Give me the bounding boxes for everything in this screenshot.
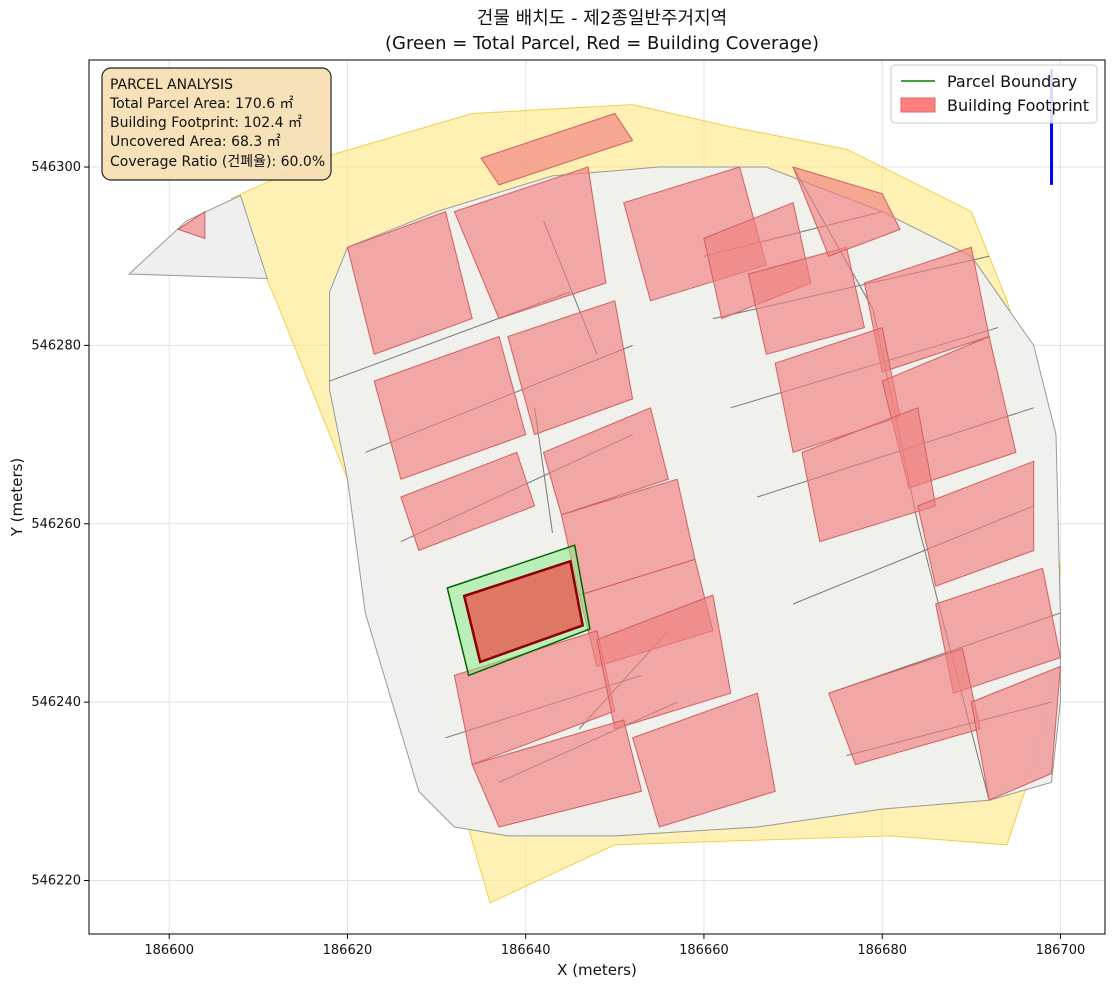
building-footprint bbox=[970, 665, 1061, 801]
y-tick-label: 546260 bbox=[31, 517, 81, 532]
building-footprint bbox=[176, 210, 206, 240]
building-footprint bbox=[480, 112, 634, 186]
y-tick-label: 546280 bbox=[31, 338, 81, 353]
y-tick-label: 546220 bbox=[31, 873, 81, 888]
x-tick-label: 186660 bbox=[679, 943, 729, 958]
building-footprint bbox=[400, 451, 536, 552]
x-axis-label: X (meters) bbox=[557, 961, 637, 979]
building-layer bbox=[176, 112, 1061, 828]
chart-title: 건물 배치도 - 제2종일반주거지역 bbox=[477, 8, 727, 29]
info-total-parcel: Total Parcel Area: 170.6 ㎡ bbox=[109, 96, 294, 112]
building-footprint bbox=[346, 210, 473, 355]
y-tick-label: 546300 bbox=[31, 160, 81, 175]
building-footprint bbox=[747, 246, 865, 355]
x-tick-label: 186620 bbox=[323, 943, 373, 958]
legend-building-label: Building Footprint bbox=[947, 96, 1089, 115]
x-tick-label: 186700 bbox=[1036, 943, 1086, 958]
target-building bbox=[462, 559, 585, 664]
building-footprint bbox=[792, 166, 901, 257]
y-axis-label: Y (meters) bbox=[8, 458, 26, 538]
building-footprint bbox=[471, 719, 643, 828]
legend-background bbox=[890, 64, 1098, 124]
x-tick-label: 186640 bbox=[501, 943, 551, 958]
legend-parcel-label: Parcel Boundary bbox=[947, 72, 1077, 91]
building-footprint bbox=[631, 692, 776, 828]
plot-area-frame bbox=[88, 59, 1106, 935]
y-tick-layer: 546220 546240 546260 546280 546300 bbox=[31, 160, 89, 888]
building-footprint bbox=[453, 166, 607, 320]
legend-building-swatch bbox=[900, 97, 936, 113]
building-footprint bbox=[917, 460, 1035, 587]
y-tick-label: 546240 bbox=[31, 695, 81, 710]
chart-subtitle: (Green = Total Parcel, Red = Building Co… bbox=[385, 33, 819, 54]
x-tick-label: 186680 bbox=[857, 943, 907, 958]
info-box-background bbox=[101, 67, 332, 181]
building-footprint bbox=[507, 300, 634, 436]
info-uncovered-area: Uncovered Area: 68.3 ㎡ bbox=[110, 134, 281, 150]
info-box: PARCEL ANALYSIS Total Parcel Area: 170.6… bbox=[101, 67, 332, 181]
info-coverage-ratio: Coverage Ratio (건폐율): 60.0% bbox=[110, 154, 325, 170]
building-footprint bbox=[373, 335, 527, 480]
x-tick-layer: 186600 186620 186640 186660 186680 186700 bbox=[144, 934, 1085, 958]
info-building-footprint: Building Footprint: 102.4 ㎡ bbox=[110, 115, 302, 131]
building-footprint bbox=[596, 594, 732, 730]
info-heading: PARCEL ANALYSIS bbox=[110, 77, 233, 93]
building-footprint bbox=[542, 407, 669, 516]
far-left-parcel bbox=[127, 194, 268, 280]
target-layer bbox=[446, 544, 591, 677]
legend: Parcel Boundary Building Footprint bbox=[890, 64, 1098, 124]
x-tick-label: 186600 bbox=[144, 943, 194, 958]
